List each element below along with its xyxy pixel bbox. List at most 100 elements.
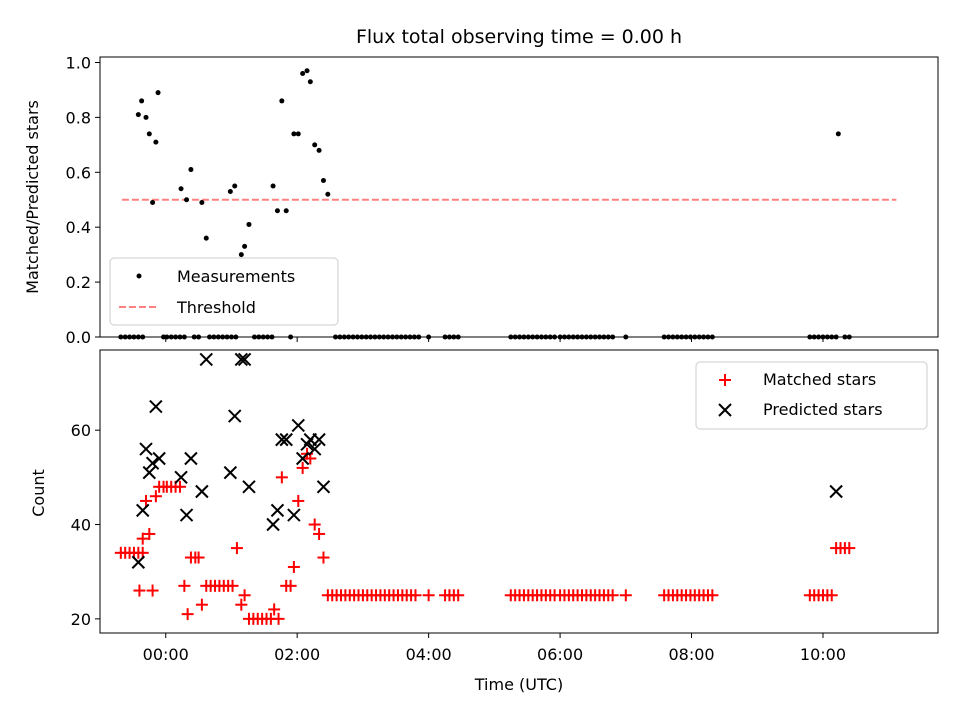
predicted-star-point: [237, 352, 252, 367]
bottom-x-tick-label: 06:00: [537, 645, 583, 664]
measurement-point: [188, 167, 194, 173]
matched-star-point: [296, 461, 309, 474]
matched-star-point: [143, 527, 156, 540]
matched-star-point: [136, 532, 149, 545]
top-axes-frame: [99, 56, 939, 338]
bottom-x-tick-label: 08:00: [668, 645, 714, 664]
matched-star-point: [606, 589, 619, 602]
predicted-star-b: [139, 442, 153, 456]
top-y-axis-label: Matched/Predicted stars: [23, 100, 42, 294]
bottom-y-tick-label: 40: [71, 516, 91, 535]
measurement-point: [304, 68, 310, 74]
matched-star-point: [284, 579, 297, 592]
measurement-point: [238, 252, 244, 258]
measurement-point: [325, 191, 331, 197]
measurement-point: [143, 114, 149, 120]
predicted-star-point: [174, 470, 188, 485]
legend-marker-matched-stars: [719, 374, 731, 386]
measurement-point: [135, 112, 141, 118]
top-y-tick-label: 1.0: [66, 53, 91, 72]
top-legend-box: [109, 257, 339, 326]
top-y-tick-label: 0.6: [66, 163, 91, 182]
chart-title: Flux total observing time = 0.00 h: [356, 26, 682, 48]
matched-star-point: [226, 579, 239, 592]
predicted-star-b: [291, 418, 305, 433]
bottom-x-tick-label: 04:00: [406, 645, 452, 664]
predicted-star-point: [234, 352, 249, 367]
predicted-star-b: [149, 399, 163, 414]
predicted-star-b: [199, 352, 213, 367]
measurement-point: [146, 131, 152, 137]
predicted-star-b: [242, 480, 256, 494]
predicted-star-point: [287, 508, 301, 522]
measurement-point: [227, 189, 233, 195]
predicted-star-point: [312, 432, 326, 447]
top-y-tick-label: 0.8: [66, 108, 91, 127]
predicted-star-point: [142, 465, 157, 480]
predicted-star-point: [131, 555, 146, 569]
predicted-star-point: [136, 503, 150, 518]
predicted-star-point: [195, 484, 209, 499]
matched-star-point: [235, 598, 248, 611]
predicted-star-point: [270, 503, 285, 518]
legend-label-matched-stars: Matched stars: [763, 370, 876, 389]
matched-star-point: [146, 584, 159, 597]
bottom-x-tick-label: 02:00: [274, 645, 320, 664]
matched-star-point: [275, 471, 288, 484]
predicted-star-point: [307, 442, 322, 456]
predicted-star-point: [179, 508, 194, 522]
matched-star-point: [133, 584, 146, 597]
predicted-star-point: [291, 418, 305, 433]
measurement-point: [291, 131, 297, 137]
predicted-star-b: [312, 432, 326, 447]
bottom-y-tick-label: 20: [71, 610, 91, 629]
matched-star-point: [230, 542, 243, 555]
predicted-star-b: [829, 484, 843, 499]
measurement-point: [242, 243, 248, 249]
predicted-star-b: [228, 409, 242, 423]
matched-star-point: [192, 551, 205, 564]
matched-star-point: [843, 542, 856, 555]
bottom-x-tick-label: 10:00: [800, 645, 846, 664]
predicted-star-point: [145, 456, 160, 470]
measurement-point: [270, 183, 276, 189]
matched-star-point: [317, 551, 330, 564]
bottom-legend: Matched stars Predicted stars: [695, 361, 928, 430]
predicted-star-point: [228, 409, 242, 423]
matched-star-point: [173, 480, 186, 493]
measurement-point: [320, 178, 326, 184]
predicted-star-b: [152, 451, 166, 466]
bottom-legend-box: [695, 361, 928, 430]
predicted-star-point: [184, 451, 198, 466]
legend-marker-predicted-stars: [718, 403, 732, 417]
matched-star-point: [452, 589, 465, 602]
predicted-star-b: [184, 451, 198, 466]
predicted-star-b: [316, 480, 331, 494]
bottom-y-tick-label: 60: [71, 421, 91, 440]
measurement-point: [246, 221, 252, 227]
x-axis-label: Time (UTC): [474, 675, 563, 694]
predicted-star-b: [270, 503, 285, 518]
measurement-point: [307, 79, 313, 85]
predicted-star-b: [307, 442, 322, 456]
predicted-star-b: [266, 517, 280, 532]
matched-star-point: [178, 579, 191, 592]
matched-star-point: [313, 527, 326, 540]
predicted-star-b: [223, 465, 238, 480]
predicted-star-point: [242, 480, 256, 494]
measurement-point: [232, 183, 238, 189]
predicted-star-b: [287, 508, 301, 522]
matched-star-point: [422, 589, 435, 602]
bottom-x-tick-label: 00:00: [143, 645, 189, 664]
predicted-star-point: [279, 432, 293, 447]
bottom-y-axis-label: Count: [29, 469, 48, 517]
measurement-point: [279, 98, 285, 104]
measurement-point: [300, 70, 306, 76]
predicted-star-b: [275, 432, 289, 447]
matched-star-point: [181, 608, 194, 621]
legend-marker-measurements: [136, 273, 142, 279]
legend-label-predicted-stars: Predicted stars: [763, 400, 883, 419]
measurement-point: [283, 208, 289, 214]
measurement-point: [150, 199, 156, 205]
matched-star-point: [825, 589, 838, 602]
